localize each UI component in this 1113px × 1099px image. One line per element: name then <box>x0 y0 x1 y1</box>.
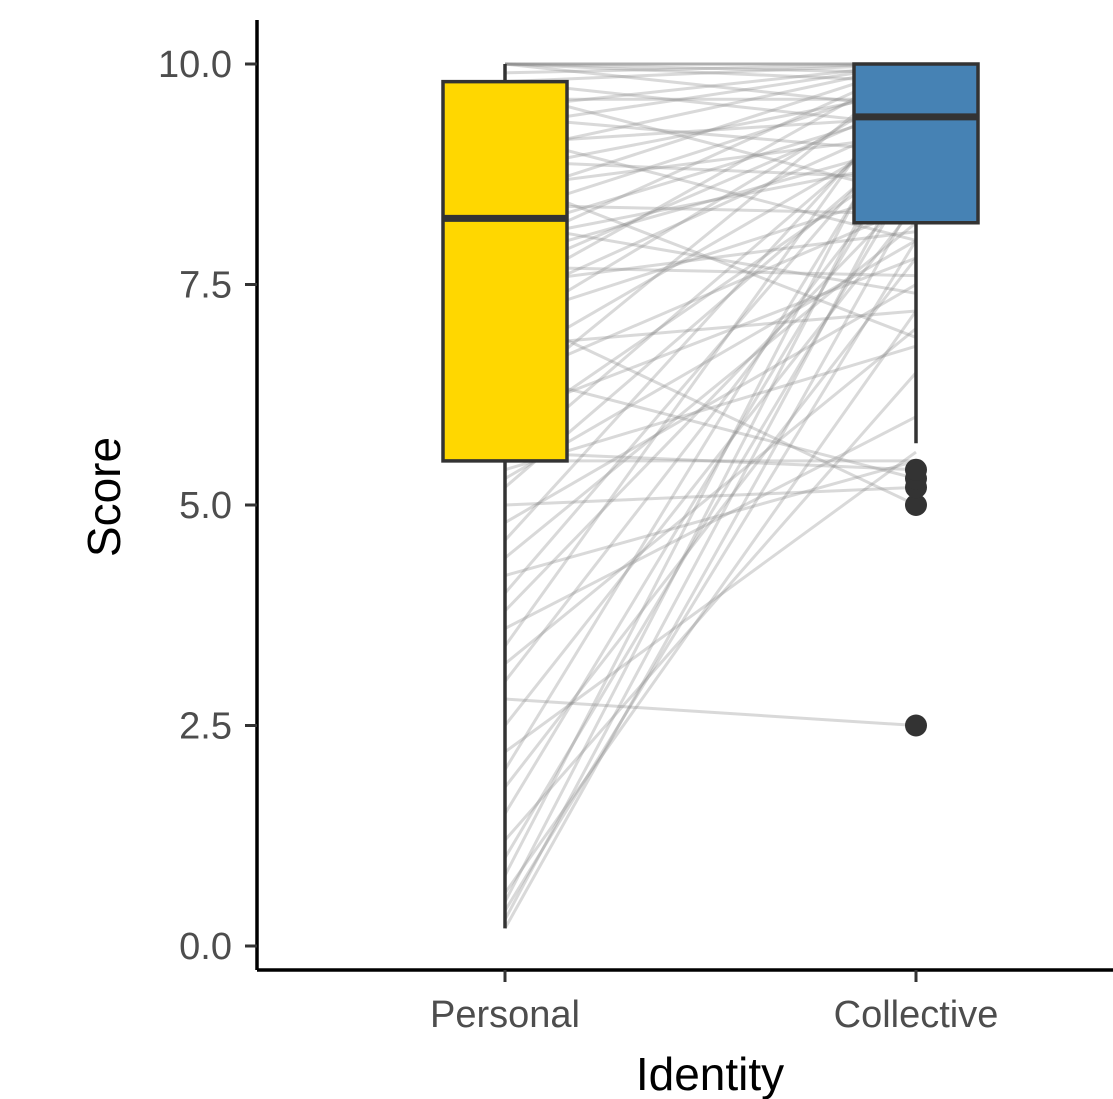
x-tick-label: Personal <box>430 994 580 1036</box>
y-tick-label: 0.0 <box>179 926 232 968</box>
y-tick-label: 10.0 <box>158 44 232 86</box>
outlier-point <box>905 459 927 481</box>
y-tick-label: 5.0 <box>179 485 232 527</box>
outlier-point <box>905 715 927 737</box>
axes <box>257 20 1113 970</box>
y-tick-label: 2.5 <box>179 706 232 748</box>
boxplot-collective <box>854 64 978 737</box>
y-ticks: 0.0 2.5 5.0 7.5 10.0 <box>158 44 257 968</box>
x-ticks: Personal Collective <box>430 970 998 1036</box>
y-axis-title: Score <box>78 437 130 557</box>
box <box>443 82 567 461</box>
box <box>854 64 978 223</box>
x-tick-label: Collective <box>834 994 999 1036</box>
y-tick-label: 7.5 <box>179 265 232 307</box>
x-axis-title: Identity <box>636 1048 784 1099</box>
